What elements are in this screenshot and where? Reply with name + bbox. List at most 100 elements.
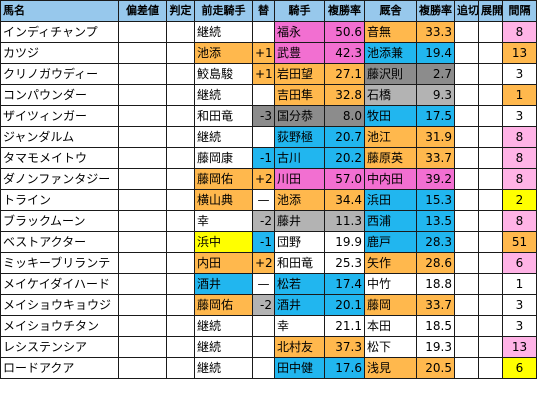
jockey-rate-cell: 50.6 xyxy=(324,21,365,43)
workout-cell xyxy=(454,147,479,169)
development-cell xyxy=(478,252,503,274)
interval-cell: 8 xyxy=(502,147,537,169)
interval-cell: 8 xyxy=(502,168,537,190)
table-row[interactable]: ダノンファンタジー 藤岡佑 +2 川田 57.0 中内田 39.2 8 xyxy=(0,168,537,190)
jockey-rate-cell: 20.1 xyxy=(324,294,365,316)
table-row[interactable]: ミッキーブリランテ 内田 +2 和田竜 25.3 矢作 28.6 6 xyxy=(0,252,537,274)
horse-name-cell: ザイツィンガー xyxy=(0,105,119,127)
jockey-cell: 岩田望 xyxy=(274,63,325,85)
judgement-cell xyxy=(166,105,195,127)
interval-cell: 51 xyxy=(502,231,537,253)
table-body: インディチャンプ 継続 福永 50.6 音無 33.3 8 カツジ 池添 +1 武豊 42.3 池添兼 1… xyxy=(0,21,537,379)
horse-name-cell: ブラックムーン xyxy=(0,210,119,232)
interval-cell: 1 xyxy=(502,84,537,106)
deviation-cell xyxy=(118,42,167,64)
header-deviation: 偏差値 xyxy=(118,0,167,22)
table-row[interactable]: タマモメイトウ 藤岡康 -1 古川 20.2 藤原英 33.7 8 xyxy=(0,147,537,169)
development-cell xyxy=(478,147,503,169)
interval-cell: 3 xyxy=(502,294,537,316)
development-cell xyxy=(478,294,503,316)
jockey-cell: 北村友 xyxy=(274,336,325,358)
development-cell xyxy=(478,42,503,64)
stable-rate-cell: 9.3 xyxy=(416,84,455,106)
prev-jockey-cell: 継続 xyxy=(194,126,253,148)
jockey-cell: 古川 xyxy=(274,147,325,169)
table-row[interactable]: クリノガウディー 鮫島駿 +1 岩田望 27.1 藤沢則 2.7 3 xyxy=(0,63,537,85)
development-cell xyxy=(478,126,503,148)
workout-cell xyxy=(454,231,479,253)
change-cell xyxy=(252,357,275,379)
deviation-cell xyxy=(118,63,167,85)
judgement-cell xyxy=(166,21,195,43)
horse-name-cell: ミッキーブリランテ xyxy=(0,252,119,274)
stable-rate-cell: 15.3 xyxy=(416,189,455,211)
change-cell xyxy=(252,84,275,106)
stable-cell: 藤原英 xyxy=(364,147,417,169)
jockey-cell: 福永 xyxy=(274,21,325,43)
table-row[interactable]: レシステンシア 継続 北村友 37.3 松下 19.3 13 xyxy=(0,336,537,358)
table-row[interactable]: ザイツィンガー 和田竜 -3 国分恭 8.0 牧田 17.5 3 xyxy=(0,105,537,127)
jockey-rate-cell: 20.2 xyxy=(324,147,365,169)
interval-cell: 13 xyxy=(502,42,537,64)
stable-rate-cell: 17.5 xyxy=(416,105,455,127)
development-cell xyxy=(478,336,503,358)
judgement-cell xyxy=(166,210,195,232)
judgement-cell xyxy=(166,336,195,358)
stable-cell: 本田 xyxy=(364,315,417,337)
table-row[interactable]: ジャンダルム 継続 荻野極 20.7 池江 31.9 8 xyxy=(0,126,537,148)
stable-rate-cell: 33.7 xyxy=(416,294,455,316)
workout-cell xyxy=(454,105,479,127)
change-cell: -2 xyxy=(252,294,275,316)
stable-rate-cell: 18.8 xyxy=(416,273,455,295)
interval-cell: 3 xyxy=(502,63,537,85)
table-row[interactable]: メイケイダイハード 酒井 — 松若 17.4 中竹 18.8 1 xyxy=(0,273,537,295)
stable-rate-cell: 33.7 xyxy=(416,147,455,169)
prev-jockey-cell: 酒井 xyxy=(194,273,253,295)
table-row[interactable]: メイショウチタン 継続幸 21.1 本田 18.5 3 xyxy=(0,315,537,337)
jockey-rate-cell: 21.1 xyxy=(324,315,365,337)
table-row[interactable]: カツジ 池添 +1 武豊 42.3 池添兼 19.4 13 xyxy=(0,42,537,64)
table-row[interactable]: インディチャンプ 継続 福永 50.6 音無 33.3 8 xyxy=(0,21,537,43)
horse-name-cell: メイショウチタン xyxy=(0,315,119,337)
deviation-cell xyxy=(118,126,167,148)
deviation-cell xyxy=(118,357,167,379)
judgement-cell xyxy=(166,273,195,295)
change-cell xyxy=(252,336,275,358)
header-jockey: 騎手 xyxy=(274,0,325,22)
development-cell xyxy=(478,315,503,337)
jockey-rate-cell: 19.9 xyxy=(324,231,365,253)
jockey-cell: 幸 xyxy=(274,315,325,337)
workout-cell xyxy=(454,84,479,106)
horse-name-cell: レシステンシア xyxy=(0,336,119,358)
jockey-cell: 武豊 xyxy=(274,42,325,64)
table-row[interactable]: ロードアクア 継続 田中健 17.6 浅見 20.5 6 xyxy=(0,357,537,379)
jockey-rate-cell: 27.1 xyxy=(324,63,365,85)
table-row[interactable]: ベストアクター 浜中 -1 団野 19.9 鹿戸 28.3 51 xyxy=(0,231,537,253)
interval-cell: 6 xyxy=(502,357,537,379)
workout-cell xyxy=(454,273,479,295)
horse-name-cell: メイショウキョウジ xyxy=(0,294,119,316)
stable-cell: 中竹 xyxy=(364,273,417,295)
judgement-cell xyxy=(166,252,195,274)
stable-rate-cell: 33.3 xyxy=(416,21,455,43)
table-row[interactable]: コンパウンダー 継続 吉田隼 32.8 石橋 9.3 1 xyxy=(0,84,537,106)
judgement-cell xyxy=(166,168,195,190)
prev-jockey-cell: 鮫島駿 xyxy=(194,63,253,85)
table-row[interactable]: トライン 横山典 — 池添 34.4 浜田 15.3 2 xyxy=(0,189,537,211)
judgement-cell xyxy=(166,357,195,379)
stable-rate-cell: 19.3 xyxy=(416,336,455,358)
stable-rate-cell: 13.5 xyxy=(416,210,455,232)
stable-rate-cell: 20.5 xyxy=(416,357,455,379)
workout-cell xyxy=(454,357,479,379)
header-prev-jockey: 前走騎手 xyxy=(194,0,253,22)
prev-jockey-cell: 和田竜 xyxy=(194,105,253,127)
prev-jockey-cell: 継続 xyxy=(194,21,253,43)
table-row[interactable]: ブラックムーン 幸 -2 藤井 11.3 西浦 13.5 8 xyxy=(0,210,537,232)
change-cell xyxy=(252,315,275,337)
workout-cell xyxy=(454,252,479,274)
change-cell: — xyxy=(252,273,275,295)
interval-cell: 3 xyxy=(502,315,537,337)
table-row[interactable]: メイショウキョウジ 藤岡佑 -2 酒井 20.1 藤岡 33.7 3 xyxy=(0,294,537,316)
stable-rate-cell: 28.3 xyxy=(416,231,455,253)
